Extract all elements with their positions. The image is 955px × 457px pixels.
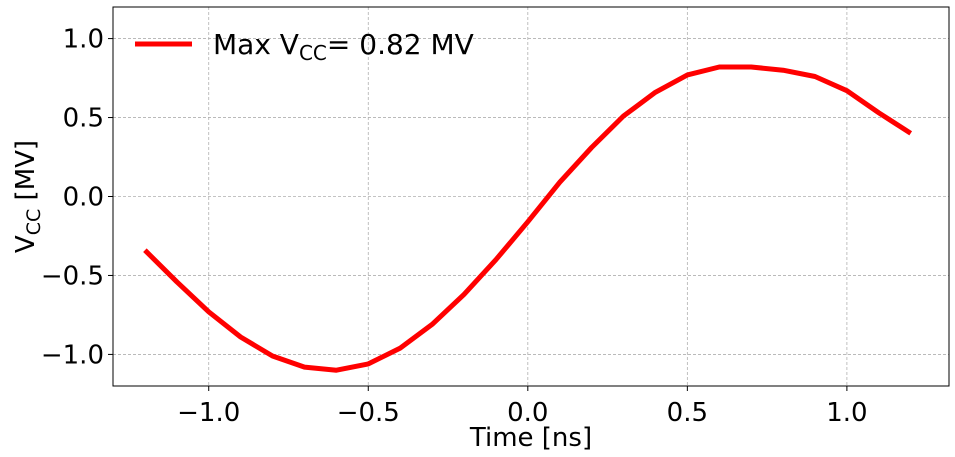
x-tick-label-4: 1.0 — [826, 398, 867, 428]
y-axis-label-unit: [MV] — [11, 140, 41, 209]
y-axis-ticks: −1.0 −0.5 0.0 0.5 1.0 — [41, 25, 113, 370]
y-tick-label-3: 0.5 — [63, 104, 104, 134]
y-tick-label-0: −1.0 — [41, 340, 104, 370]
y-axis-label-sub: CC — [23, 209, 45, 236]
y-axis-label: VCC [MV] — [11, 140, 45, 253]
legend-sub: CC — [299, 41, 327, 65]
y-tick-label-4: 1.0 — [63, 25, 104, 55]
series-line-0 — [143, 64, 913, 373]
x-axis-label: Time [ns] — [469, 423, 592, 453]
y-axis-label-main: V — [11, 235, 41, 253]
x-tick-label-1: −0.5 — [337, 398, 400, 428]
legend-main: Max V — [213, 28, 299, 61]
series-layer — [143, 64, 913, 373]
x-tick-label-0: −1.0 — [177, 398, 240, 428]
x-axis-ticks: −1.0 −0.5 0.0 0.5 1.0 — [177, 386, 868, 428]
y-tick-label-2: 0.0 — [63, 183, 104, 213]
x-tick-label-2: 0.0 — [507, 398, 548, 428]
y-tick-label-1: −0.5 — [41, 261, 104, 291]
grid — [113, 7, 949, 386]
x-tick-label-3: 0.5 — [667, 398, 708, 428]
legend: Max VCC= 0.82 MV — [135, 28, 474, 65]
legend-rest: = 0.82 MV — [327, 28, 474, 61]
legend-entry-text: Max VCC= 0.82 MV — [213, 28, 474, 65]
